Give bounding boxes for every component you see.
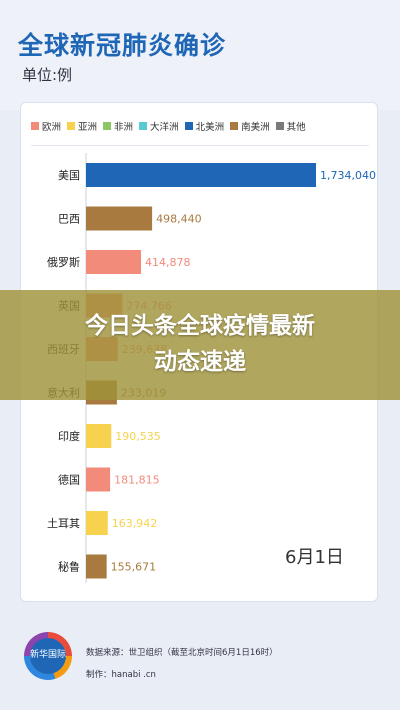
headline-banner[interactable]: 今日头条全球疫情最新 动态速递 xyxy=(0,290,400,400)
value-label: 181,815 xyxy=(114,474,160,487)
bar xyxy=(86,206,153,231)
legend-swatch xyxy=(230,122,239,130)
unit-label: 单位:例 xyxy=(22,66,73,84)
banner-line-1: 今日头条全球疫情最新 xyxy=(85,313,315,340)
legend-item: 亚洲 xyxy=(67,119,97,133)
legend-swatch xyxy=(139,122,148,130)
legend-item: 欧洲 xyxy=(31,119,61,133)
category-label: 美国 xyxy=(58,169,80,182)
date-annotation: 6月1日 xyxy=(285,547,344,568)
category-label: 印度 xyxy=(58,429,80,443)
footer: 新华国际 数据来源：世卫组织（截至北京时间6月1日16时） 制作：hanabi … xyxy=(0,610,400,710)
banner-line-2: 动态速递 xyxy=(154,349,246,375)
legend-item: 南美洲 xyxy=(230,119,270,133)
legend: 欧洲 亚洲 非洲 大洋洲 北美洲 南美洲 其他 xyxy=(31,119,371,133)
logo-text: 新华国际 xyxy=(30,638,66,674)
header-background xyxy=(0,0,400,110)
bar xyxy=(86,424,112,448)
legend-swatch xyxy=(67,122,76,130)
legend-item: 大洋洲 xyxy=(139,119,179,133)
bar xyxy=(86,554,107,579)
legend-divider xyxy=(31,145,369,146)
bar xyxy=(86,250,142,274)
legend-swatch xyxy=(103,122,112,130)
data-source: 数据来源：世卫组织（截至北京时间6月1日16时） xyxy=(86,648,278,658)
value-label: 498,440 xyxy=(156,213,202,226)
value-label: 414,878 xyxy=(145,256,191,269)
legend-swatch xyxy=(31,122,39,130)
page-title: 全球新冠肺炎确诊 xyxy=(18,31,227,60)
legend-label: 非洲 xyxy=(114,122,134,133)
legend-label: 北美洲 xyxy=(195,122,225,133)
bar xyxy=(86,511,108,535)
legend-item: 非洲 xyxy=(103,119,133,133)
legend-item: 其他 xyxy=(275,119,306,133)
category-label: 德国 xyxy=(58,473,80,487)
value-label: 163,942 xyxy=(112,517,158,530)
legend-item: 北美洲 xyxy=(184,119,225,133)
legend-label: 南美洲 xyxy=(241,122,270,133)
bar xyxy=(86,467,111,492)
legend-swatch xyxy=(184,122,193,130)
category-label: 土耳其 xyxy=(47,517,80,530)
category-label: 俄罗斯 xyxy=(47,256,80,269)
value-label: 1,734,040 xyxy=(320,169,376,182)
value-label: 190,535 xyxy=(115,430,160,443)
legend-label: 亚洲 xyxy=(78,122,98,133)
legend-label: 其他 xyxy=(286,122,306,133)
xinhua-logo: 新华国际 xyxy=(24,632,72,680)
value-label: 155,671 xyxy=(111,561,156,574)
category-label: 秘鲁 xyxy=(58,560,80,574)
legend-label: 大洋洲 xyxy=(150,122,179,133)
category-label: 巴西 xyxy=(58,213,80,226)
legend-swatch xyxy=(275,122,284,130)
legend-label: 欧洲 xyxy=(42,122,62,133)
bar xyxy=(86,163,316,187)
maker-credit: 制作：hanabi .cn xyxy=(86,670,156,680)
